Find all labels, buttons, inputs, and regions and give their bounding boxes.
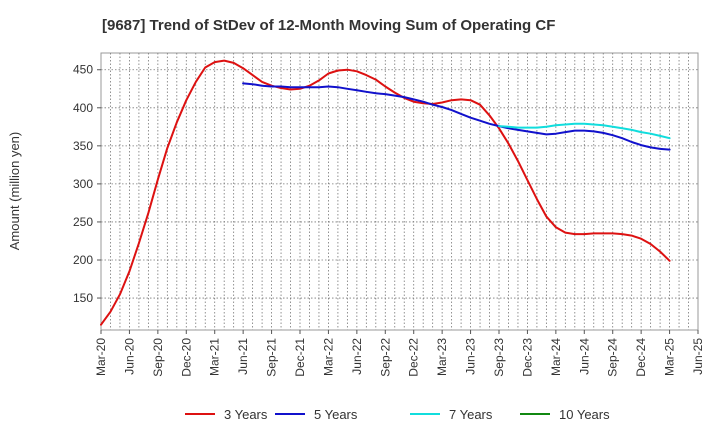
x-tick-label: Dec-22	[407, 338, 421, 377]
x-tick-label: Dec-21	[293, 338, 307, 377]
y-tick-label: 450	[73, 63, 93, 77]
chart-title: [9687] Trend of StDev of 12-Month Moving…	[102, 17, 555, 34]
x-tick-label: Mar-24	[549, 338, 563, 376]
x-tick-label: Jun-25	[691, 338, 705, 375]
y-tick-label: 250	[73, 215, 93, 229]
x-tick-label: Mar-23	[435, 338, 449, 376]
x-tick-label: Sep-23	[492, 338, 506, 377]
y-axis-label: Amount (million yen)	[7, 132, 22, 251]
x-tick-label: Sep-21	[265, 338, 279, 377]
legend-label: 10 Years	[559, 407, 610, 422]
x-tick-label: Mar-25	[663, 338, 677, 376]
x-tick-label: Jun-22	[350, 338, 364, 375]
x-tick-label: Jun-20	[122, 338, 136, 375]
y-tick-label: 350	[73, 139, 93, 153]
y-tick-label: 150	[73, 291, 93, 305]
x-tick-label: Sep-22	[378, 338, 392, 377]
series-line-7-years	[498, 122, 671, 140]
legend: 3 Years 5 Years 7 Years 10 Years	[185, 407, 610, 422]
legend-label: 5 Years	[314, 407, 358, 422]
series-line-5-years	[242, 82, 671, 151]
x-tick-label: Jun-23	[464, 338, 478, 375]
x-tick-label: Sep-20	[151, 338, 165, 377]
series-line-3-years	[100, 59, 671, 326]
x-tick-label: Dec-23	[520, 338, 534, 377]
x-tick-label: Dec-20	[179, 338, 193, 377]
x-tick-label: Sep-24	[606, 338, 620, 377]
y-tick-label: 200	[73, 253, 93, 267]
y-tick-label: 300	[73, 177, 93, 191]
legend-label: 3 Years	[224, 407, 268, 422]
x-tick-label: Dec-24	[634, 338, 648, 377]
x-tick-label: Mar-22	[321, 338, 335, 376]
plot-area: 150 200 250 300 350 400 450 Mar-20 Jun-20 Sep-20 D…	[73, 52, 705, 377]
y-tick-label: 400	[73, 101, 93, 115]
x-tick-label: Mar-21	[208, 338, 222, 376]
legend-label: 7 Years	[449, 407, 493, 422]
plot-frame	[100, 52, 699, 331]
x-tick-label: Jun-21	[236, 338, 250, 375]
x-tick-label: Mar-20	[94, 338, 108, 376]
x-tick-label: Jun-24	[577, 338, 591, 375]
